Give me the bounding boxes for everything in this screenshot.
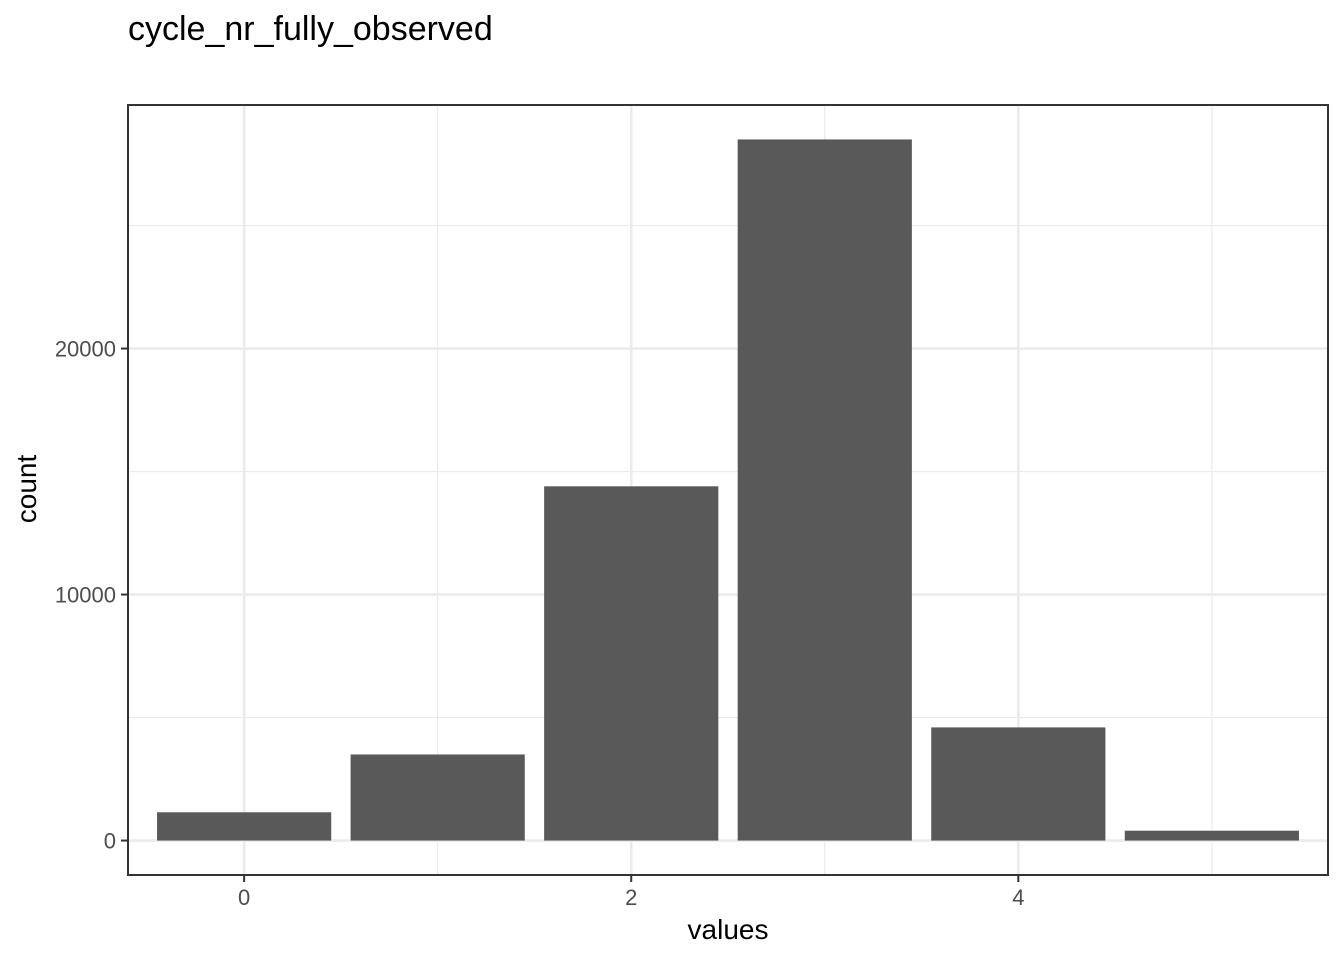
- bar-1: [350, 754, 525, 841]
- x-axis: 0 2 4: [238, 875, 1024, 910]
- bar-0: [157, 812, 332, 841]
- x-tick-label: 4: [1012, 885, 1024, 910]
- bar-5: [1124, 830, 1299, 841]
- y-axis: 0 10000 20000: [55, 337, 128, 854]
- bar-3: [737, 139, 912, 841]
- bar-2: [544, 486, 719, 841]
- x-tick-label: 2: [625, 885, 637, 910]
- bars: [157, 139, 1299, 841]
- plot-frame: [127, 104, 1329, 876]
- y-tick-label: 0: [104, 829, 116, 854]
- y-tick-label: 10000: [55, 583, 116, 608]
- x-tick-label: 0: [238, 885, 250, 910]
- bar-4: [931, 727, 1106, 841]
- chart-title: cycle_nr_fully_observed: [128, 10, 493, 48]
- plot-panel: [128, 105, 1328, 875]
- y-axis-title: count: [11, 455, 42, 524]
- y-tick-label: 20000: [55, 337, 116, 362]
- x-axis-title: values: [688, 914, 769, 945]
